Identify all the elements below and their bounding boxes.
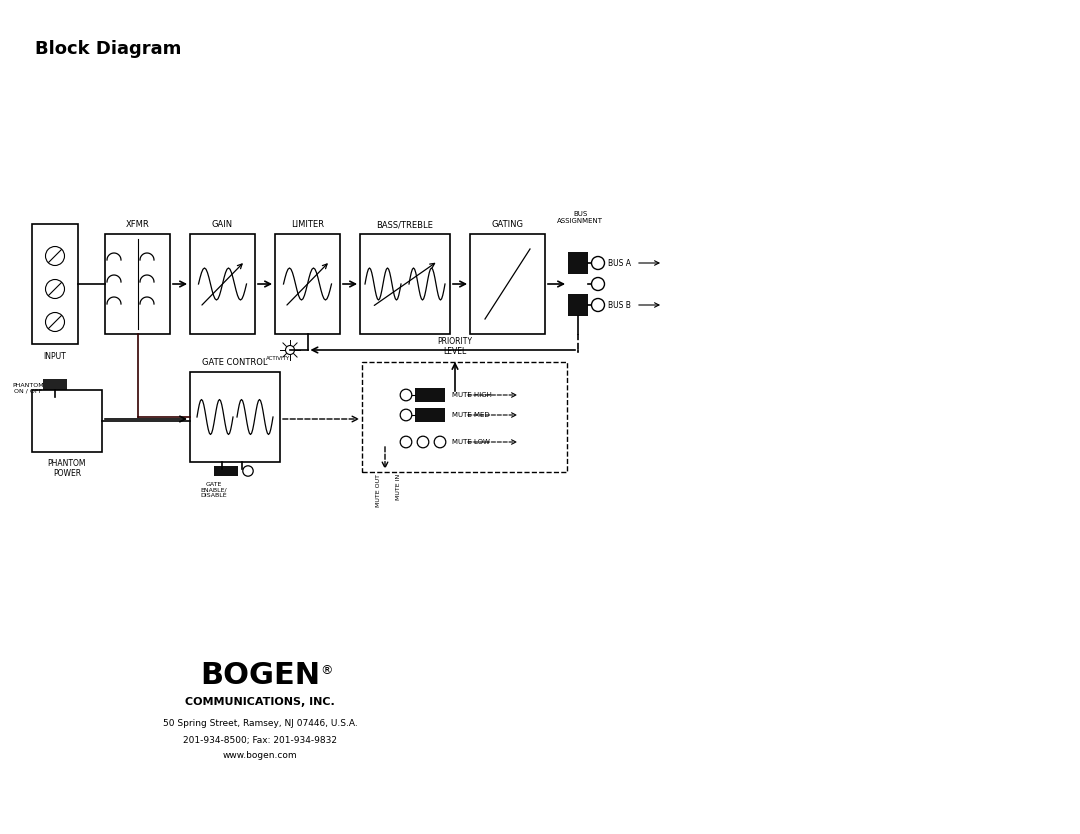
Text: ACTIVITY: ACTIVITY [266,356,291,361]
Text: BUS B: BUS B [608,300,631,309]
FancyBboxPatch shape [568,294,588,316]
FancyBboxPatch shape [190,372,280,462]
Circle shape [592,299,605,312]
Circle shape [45,313,65,331]
Text: MUTE HIGH: MUTE HIGH [453,392,491,398]
Text: GAIN: GAIN [212,220,233,229]
Circle shape [243,466,253,476]
Circle shape [592,257,605,269]
Circle shape [401,409,411,421]
Text: GATING: GATING [491,220,524,229]
Text: COMMUNICATIONS, INC.: COMMUNICATIONS, INC. [185,697,335,707]
Text: MUTE LOW: MUTE LOW [453,439,490,445]
Text: GATE
ENABLE/
DISABLE: GATE ENABLE/ DISABLE [201,482,227,498]
Circle shape [592,278,605,290]
Text: Block Diagram: Block Diagram [35,40,181,58]
Text: INPUT: INPUT [43,352,66,361]
FancyBboxPatch shape [190,234,255,334]
Text: LIMITER: LIMITER [291,220,324,229]
FancyBboxPatch shape [43,379,67,397]
FancyBboxPatch shape [32,224,78,344]
FancyBboxPatch shape [470,234,545,334]
FancyBboxPatch shape [214,466,238,476]
Text: BOGEN: BOGEN [200,661,320,691]
FancyBboxPatch shape [568,252,588,274]
FancyBboxPatch shape [105,234,170,334]
Text: 201-934-8500; Fax: 201-934-9832: 201-934-8500; Fax: 201-934-9832 [183,736,337,745]
Text: GATE CONTROL: GATE CONTROL [202,358,268,367]
Text: 50 Spring Street, Ramsey, NJ 07446, U.S.A.: 50 Spring Street, Ramsey, NJ 07446, U.S.… [163,720,357,729]
Text: PHANTOM
ON / OFF: PHANTOM ON / OFF [12,383,44,394]
FancyBboxPatch shape [415,388,445,402]
Circle shape [45,279,65,299]
Text: www.bogen.com: www.bogen.com [222,751,297,761]
Circle shape [434,436,446,448]
Text: XFMR: XFMR [125,220,149,229]
Circle shape [417,436,429,448]
Text: BUS A: BUS A [608,259,631,268]
FancyBboxPatch shape [275,234,340,334]
Text: MUTE MED: MUTE MED [453,412,489,418]
Text: PRIORITY
LEVEL: PRIORITY LEVEL [437,337,473,356]
Text: BASS/TREBLE: BASS/TREBLE [377,220,433,229]
Circle shape [401,389,411,401]
Text: ®: ® [320,665,333,677]
Text: MUTE IN: MUTE IN [395,474,401,500]
Text: PHANTOM
POWER: PHANTOM POWER [48,459,86,479]
Text: BUS
ASSIGNMENT: BUS ASSIGNMENT [557,211,603,224]
FancyBboxPatch shape [32,390,102,452]
Text: MUTE OUT: MUTE OUT [376,474,380,507]
Circle shape [285,345,295,354]
FancyBboxPatch shape [415,408,445,422]
FancyBboxPatch shape [360,234,450,334]
Circle shape [45,247,65,265]
Circle shape [401,436,411,448]
